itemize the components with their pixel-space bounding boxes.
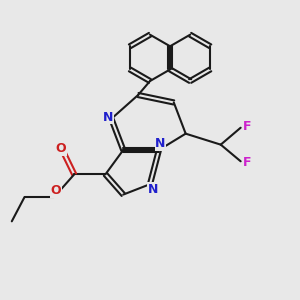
Text: N: N bbox=[155, 137, 166, 150]
Text: F: F bbox=[243, 120, 251, 133]
Text: N: N bbox=[103, 111, 113, 124]
Text: O: O bbox=[50, 184, 61, 197]
Text: O: O bbox=[56, 142, 66, 155]
Text: F: F bbox=[243, 156, 251, 169]
Text: N: N bbox=[148, 183, 158, 196]
